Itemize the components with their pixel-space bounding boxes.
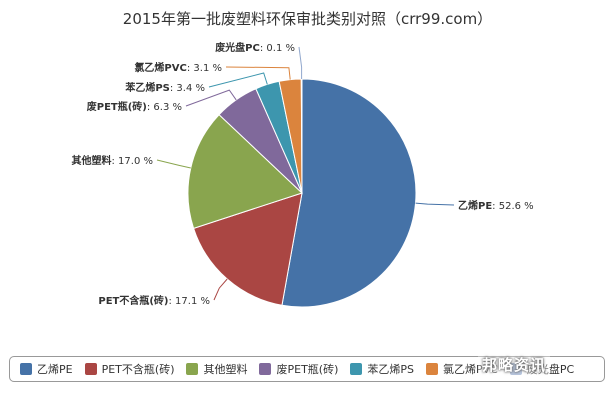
chart-title: 2015年第一批废塑料环保审批类别对照（crr99.com） [122, 10, 493, 28]
pie-slice-0[interactable] [281, 78, 417, 308]
data-label-slice-3: 废PET瓶(砖): 6.3 % [87, 100, 182, 113]
legend-item-3[interactable]: 废PET瓶(砖) [259, 361, 338, 377]
leader-slice-5 [225, 66, 291, 80]
legend-label-1: PET不含瓶(砖) [101, 363, 175, 376]
legend-label-5: 氯乙烯PVC [443, 363, 498, 376]
legend-swatch-5 [426, 363, 438, 375]
legend-label-3: 废PET瓶(砖) [276, 363, 339, 376]
leader-slice-3 [185, 89, 237, 107]
legend-swatch-1 [84, 363, 97, 375]
leader-lines [156, 46, 455, 301]
legend-swatch-4 [350, 363, 363, 375]
data-label-slice-0: 乙烯PE: 52.6 % [458, 199, 534, 212]
leader-slice-2 [156, 159, 191, 169]
legend-swatch-6 [509, 363, 522, 375]
legend-swatch-2 [186, 363, 199, 375]
leader-slice-6 [298, 46, 303, 79]
legend-item-6[interactable]: 废光盘PC [509, 361, 575, 377]
legend-label-0: 乙烯PE [37, 363, 73, 376]
legend: 乙烯PE PET不含瓶(砖) 其他塑料 废PET瓶(砖) 苯乙烯PS 氯乙烯PVC 废光盘P… [9, 356, 605, 382]
leader-slice-1 [213, 278, 228, 301]
data-label-slice-5: 氯乙烯PVC: 3.1 % [134, 61, 222, 74]
legend-item-0[interactable]: 乙烯PE [20, 361, 73, 377]
legend-item-2[interactable]: 其他塑料 [186, 361, 247, 377]
legend-swatch-3 [259, 363, 272, 375]
legend-label-4: 苯乙烯PS [367, 363, 414, 376]
leader-slice-0 [415, 202, 455, 206]
pie-slices [187, 78, 417, 308]
legend-item-4[interactable]: 苯乙烯PS [350, 361, 414, 377]
data-label-slice-6: 废光盘PC: 0.1 % [215, 41, 295, 54]
legend-item-1[interactable]: PET不含瓶(砖) [84, 361, 175, 377]
legend-label-6: 废光盘PC [526, 363, 575, 376]
data-label-slice-2: 其他塑料: 17.0 % [72, 154, 154, 167]
data-label-slice-4: 苯乙烯PS: 3.4 % [124, 81, 205, 94]
watermark-logo: 邦略资讯 [478, 354, 551, 375]
slice-labels: 乙烯PE: 52.6 % PET不含瓶(砖): 17.1 % 其他塑料: 17.0 … [72, 41, 534, 307]
legend-label-2: 其他塑料 [203, 363, 248, 376]
leader-slice-4 [208, 72, 268, 88]
legend-swatch-0 [20, 363, 32, 375]
data-label-slice-1: PET不含瓶(砖): 17.1 % [98, 294, 210, 307]
legend-item-5[interactable]: 氯乙烯PVC [426, 361, 498, 377]
